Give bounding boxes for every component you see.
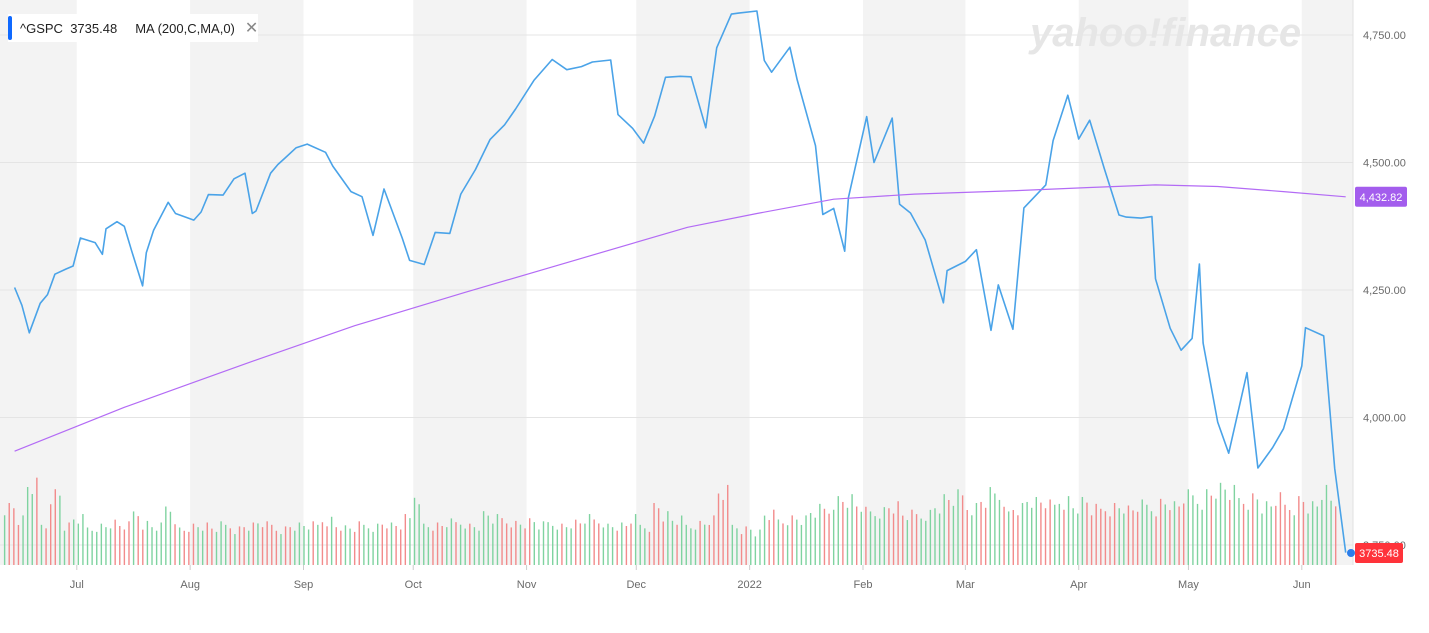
- indicator-label[interactable]: MA (200,C,MA,0): [135, 20, 235, 36]
- ma-series-line: [14, 184, 1346, 452]
- last-price-dot: [1347, 549, 1355, 557]
- close-icon[interactable]: ✕: [244, 20, 259, 37]
- symbol-price[interactable]: ^GSPC 3735.48: [20, 21, 117, 36]
- x-tick-label: Jul: [70, 579, 84, 591]
- y-tick-label: 4,250.00: [1363, 285, 1406, 297]
- volume-bars: [3, 477, 1337, 565]
- series-color-marker: [8, 16, 12, 40]
- month-band: [0, 0, 77, 565]
- symbol-label: ^GSPC: [20, 20, 63, 36]
- price-lines: [13, 10, 1347, 553]
- y-tick-label: 4,000.00: [1363, 413, 1406, 425]
- y-tick-label: 4,750.00: [1363, 30, 1406, 42]
- x-tick-label: Aug: [180, 579, 200, 591]
- x-tick-label: Apr: [1070, 579, 1087, 591]
- price-series-line: [13, 10, 1347, 553]
- x-tick-label: Oct: [405, 579, 422, 591]
- x-tick-label: Mar: [956, 579, 975, 591]
- y-axis: 4,750.004,500.004,250.004,000.003,750.00: [1363, 30, 1406, 552]
- chart-legend: ^GSPC 3735.48 MA (200,C,MA,0) ✕: [8, 14, 259, 42]
- month-band: [413, 0, 527, 565]
- price-value-text: 3735.48: [1359, 548, 1399, 560]
- ma-value-badge: [1355, 186, 1407, 207]
- price-badges: 4,432.82 3735.48: [1347, 186, 1407, 563]
- month-band: [1078, 0, 1189, 565]
- month-band: [862, 0, 966, 565]
- month-band: [636, 0, 750, 565]
- price-label: 3735.48: [70, 20, 118, 36]
- x-tick-label: Feb: [854, 579, 873, 591]
- month-band: [1301, 0, 1353, 565]
- x-tick-label: Jun: [1293, 579, 1311, 591]
- x-axis: Jul Aug Sep Oct Nov Dec 2022 Feb Mar Apr May Jun: [70, 565, 1311, 591]
- y-tick-label: 4,500.00: [1363, 158, 1406, 170]
- x-tick-label: 2022: [737, 579, 761, 591]
- price-value-badge: [1355, 543, 1403, 563]
- x-tick-label: Nov: [517, 579, 537, 591]
- month-band: [190, 0, 304, 565]
- x-tick-label: Sep: [294, 579, 314, 591]
- ma-value-text: 4,432.82: [1360, 192, 1403, 204]
- watermark: yahoo!finance: [1028, 11, 1301, 55]
- month-bands: [0, 0, 1353, 565]
- x-tick-label: Dec: [626, 579, 646, 591]
- x-tick-label: May: [1178, 579, 1199, 591]
